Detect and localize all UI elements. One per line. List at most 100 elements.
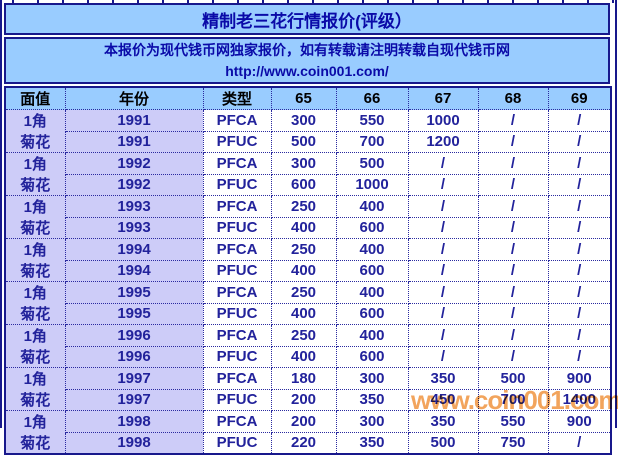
col-header-grade-68: 68	[477, 86, 549, 110]
grade-66-cell: 300	[335, 367, 409, 390]
year-cell: 1995	[64, 302, 204, 325]
grade-69-cell: /	[547, 216, 612, 239]
table-row: 菊花 1995 PFUC 400 600// /	[4, 302, 612, 325]
type-cell: PFUC	[202, 431, 272, 455]
grade-65-cell: 250	[270, 324, 337, 347]
col-header-grade-69: 69	[547, 86, 612, 110]
grade-65-cell: 400	[270, 345, 337, 368]
table-row: 菊花 1997 PFUC 200 350 450 700 1400	[4, 388, 612, 411]
type-cell: PFCA	[202, 281, 272, 304]
year-cell: 1998	[64, 410, 204, 433]
grade-67-cell: /	[407, 238, 479, 261]
grade-66-cell: 400	[335, 324, 409, 347]
type-cell: PFCA	[202, 324, 272, 347]
table-row: 菊花 1992 PFUC 600 1000// /	[4, 173, 612, 196]
type-cell: PFCA	[202, 367, 272, 390]
grade-69-cell: /	[547, 345, 612, 368]
col-header-grade-66: 66	[335, 86, 409, 110]
year-cell: 1996	[64, 345, 204, 368]
grade-65-cell: 400	[270, 216, 337, 239]
grade-69-cell: /	[547, 259, 612, 282]
price-table-body: 1角 1991 PFCA 300 550 1000// 菊花 1991 PFUC 500 700 12…	[4, 109, 612, 455]
year-cell: 1992	[64, 152, 204, 175]
grade-66-cell: 400	[335, 195, 409, 218]
type-cell: PFUC	[202, 388, 272, 411]
type-cell: PFCA	[202, 152, 272, 175]
grade-65-cell: 500	[270, 130, 337, 153]
grade-65-cell: 400	[270, 259, 337, 282]
table-row: 菊花 1993 PFUC 400 600// /	[4, 216, 612, 239]
col-header-grade-67: 67	[407, 86, 479, 110]
face-value-cell: 1角	[4, 195, 66, 217]
grade-66-cell: 600	[335, 216, 409, 239]
grade-69-cell: /	[547, 302, 612, 325]
grade-69-cell: /	[547, 152, 612, 175]
grade-66-cell: 500	[335, 152, 409, 175]
face-value-cell: 菊花	[4, 389, 66, 411]
grade-65-cell: 250	[270, 195, 337, 218]
grade-68-cell: /	[477, 238, 549, 261]
type-cell: PFUC	[202, 345, 272, 368]
col-header-grade-65: 65	[270, 86, 337, 110]
outer-frame-right	[615, 0, 617, 428]
grade-69-cell: 1400	[547, 388, 612, 411]
watermark: www.coin001.com	[411, 385, 618, 415]
col-header-type: 类型	[202, 86, 272, 110]
grade-67-cell: /	[407, 173, 479, 196]
clipped-row-edge	[2, 0, 614, 3]
grade-69-cell: /	[547, 109, 612, 132]
table-row: 1角 1998 PFCA 200 300 350 550 900	[4, 410, 612, 433]
grade-69-cell: /	[547, 238, 612, 261]
grade-65-cell: 180	[270, 367, 337, 390]
grade-68-cell: /	[477, 130, 549, 153]
grade-65-cell: 220	[270, 431, 337, 455]
grade-65-cell: 200	[270, 388, 337, 411]
grade-68-cell: /	[477, 281, 549, 304]
col-header-face-value: 面值	[4, 86, 66, 110]
type-cell: PFCA	[202, 410, 272, 433]
year-cell: 1992	[64, 173, 204, 196]
grade-67-cell: 350	[407, 410, 479, 433]
grade-67-cell: /	[407, 259, 479, 282]
grade-65-cell: 400	[270, 302, 337, 325]
price-table: 面值 年份 类型 65 66 67 68 69 1角 1991 PFCA 300 550…	[4, 86, 612, 455]
face-value-cell: 菊花	[4, 346, 66, 368]
type-cell: PFUC	[202, 130, 272, 153]
grade-67-cell: /	[407, 216, 479, 239]
grade-69-cell: /	[547, 324, 612, 347]
face-value-cell: 1角	[4, 324, 66, 346]
grade-66-cell: 300	[335, 410, 409, 433]
face-value-cell: 菊花	[4, 131, 66, 153]
notice-bar: 本报价为现代钱币网独家报价，如有转载请注明转载自现代钱币网 http://www…	[4, 37, 610, 84]
table-row: 1角 1997 PFCA 180 300 350 500 900	[4, 367, 612, 390]
table-row: 1角 1991 PFCA 300 550 1000//	[4, 109, 612, 132]
grade-66-cell: 350	[335, 431, 409, 455]
grade-68-cell: /	[477, 109, 549, 132]
year-cell: 1996	[64, 324, 204, 347]
grade-65-cell: 250	[270, 281, 337, 304]
grade-68-cell: 700	[477, 388, 549, 411]
year-cell: 1993	[64, 216, 204, 239]
grade-69-cell: 900	[547, 367, 612, 390]
table-row: 1角 1993 PFCA 250 400// /	[4, 195, 612, 218]
year-cell: 1997	[64, 388, 204, 411]
face-value-cell: 1角	[4, 410, 66, 432]
grade-68-cell: 750	[477, 431, 549, 455]
grade-68-cell: 500	[477, 367, 549, 390]
grade-65-cell: 300	[270, 152, 337, 175]
grade-67-cell: 1000	[407, 109, 479, 132]
grade-66-cell: 600	[335, 259, 409, 282]
type-cell: PFUC	[202, 216, 272, 239]
face-value-cell: 菊花	[4, 217, 66, 239]
table-row: 1角 1995 PFCA 250 400// /	[4, 281, 612, 304]
notice-text: 本报价为现代钱币网独家报价，如有转载请注明转载自现代钱币网	[104, 42, 510, 58]
year-cell: 1994	[64, 259, 204, 282]
grade-67-cell: 1200	[407, 130, 479, 153]
table-row: 1角 1994 PFCA 250 400// /	[4, 238, 612, 261]
grade-66-cell: 550	[335, 109, 409, 132]
grade-67-cell: /	[407, 195, 479, 218]
face-value-cell: 1角	[4, 152, 66, 174]
notice-url-link[interactable]: http://www.coin001.com/	[225, 63, 389, 79]
grade-68-cell: /	[477, 216, 549, 239]
